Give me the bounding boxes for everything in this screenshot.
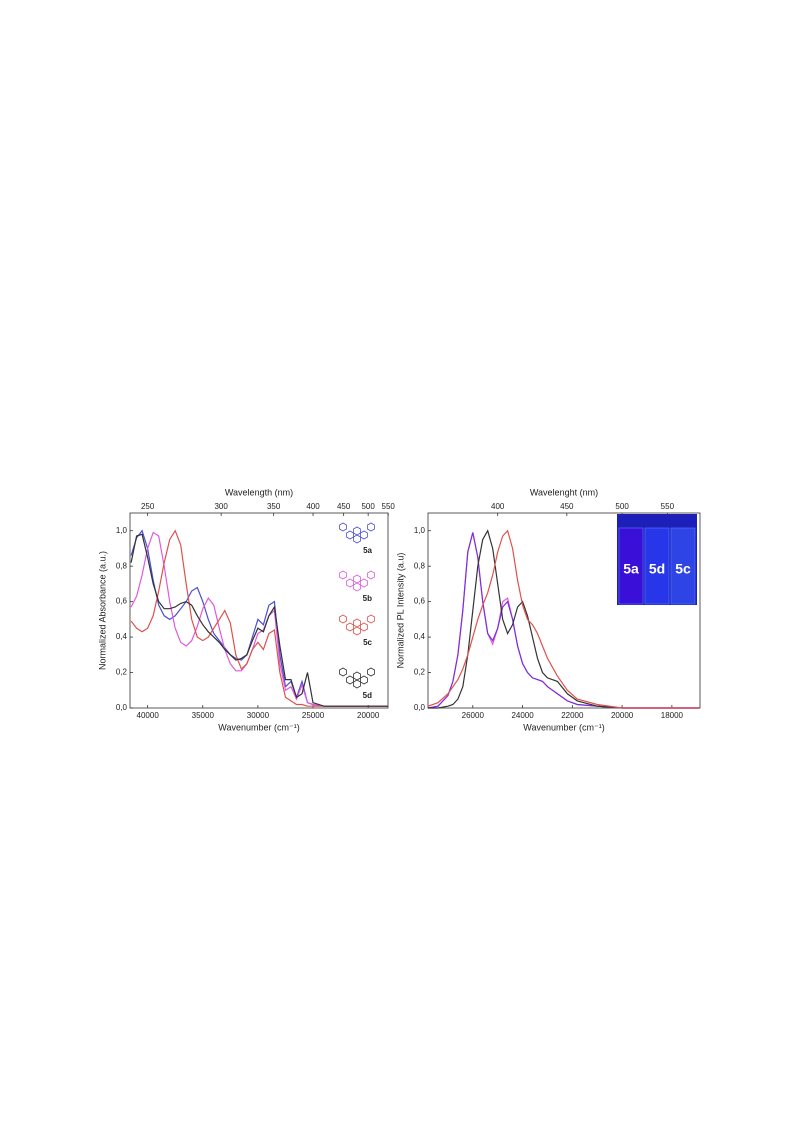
ring bbox=[346, 530, 354, 540]
series-line bbox=[130, 531, 388, 707]
series-line bbox=[130, 533, 388, 707]
ring bbox=[360, 578, 368, 588]
x2-axis-title: Wavelength (nm) bbox=[225, 487, 293, 497]
vial bbox=[644, 527, 670, 605]
x2-tick-label: 350 bbox=[267, 502, 281, 511]
x-tick-label: 26000 bbox=[462, 711, 485, 720]
y-tick-label: 0,8 bbox=[414, 561, 426, 570]
y-tick-label: 1,0 bbox=[414, 526, 426, 535]
y-tick-label: 0,2 bbox=[116, 668, 128, 677]
series-line bbox=[427, 532, 700, 709]
legend-label: 5c bbox=[363, 638, 372, 647]
ring bbox=[346, 622, 354, 632]
x-tick-label: 18000 bbox=[661, 711, 684, 720]
ring bbox=[367, 614, 375, 624]
x2-tick-label: 450 bbox=[560, 502, 574, 511]
x-tick-label: 40000 bbox=[137, 711, 160, 720]
legend-label: 5d bbox=[363, 691, 372, 700]
ring bbox=[353, 582, 361, 592]
inset-label: 5a bbox=[623, 561, 639, 577]
y-tick-label: 0,0 bbox=[116, 703, 128, 712]
ring bbox=[360, 530, 368, 540]
x-tick-label: 24000 bbox=[511, 711, 534, 720]
ring bbox=[346, 675, 354, 685]
y-tick-label: 0,0 bbox=[414, 703, 426, 712]
molecule-icon bbox=[339, 522, 375, 544]
legend-label: 5b bbox=[363, 594, 372, 603]
y-tick-label: 0,6 bbox=[414, 597, 426, 606]
series-line bbox=[130, 529, 388, 707]
x2-tick-label: 300 bbox=[214, 502, 228, 511]
y-tick-label: 0,2 bbox=[414, 668, 426, 677]
y-tick-label: 0,6 bbox=[116, 597, 128, 606]
x-axis-title: Wavenumber (cm⁻¹) bbox=[523, 722, 604, 732]
y-tick-label: 0,8 bbox=[116, 561, 128, 570]
legend-label: 5a bbox=[363, 546, 372, 555]
series-line bbox=[130, 529, 388, 707]
ring bbox=[353, 526, 361, 536]
ring bbox=[367, 522, 375, 532]
ring bbox=[346, 578, 354, 588]
ring bbox=[353, 671, 361, 681]
ring bbox=[353, 534, 361, 544]
x-tick-label: 25000 bbox=[302, 711, 325, 720]
vial bbox=[618, 527, 644, 605]
ring bbox=[353, 679, 361, 689]
ring bbox=[339, 667, 347, 677]
molecule-icon bbox=[339, 667, 375, 689]
ring bbox=[353, 618, 361, 628]
ring bbox=[367, 570, 375, 580]
x-tick-label: 35000 bbox=[192, 711, 215, 720]
plot-frame bbox=[129, 512, 389, 709]
ring bbox=[353, 574, 361, 584]
molecule-icon bbox=[339, 614, 375, 636]
inset-label: 5d bbox=[649, 561, 665, 577]
inset-label: 5c bbox=[675, 561, 691, 577]
x-tick-label: 20000 bbox=[357, 711, 380, 720]
x2-axis-title: Wavelenght (nm) bbox=[530, 487, 598, 497]
x-tick-label: 20000 bbox=[611, 711, 634, 720]
x2-tick-label: 550 bbox=[382, 502, 396, 511]
x2-tick-label: 400 bbox=[491, 502, 505, 511]
x2-tick-label: 500 bbox=[615, 502, 629, 511]
ring bbox=[339, 614, 347, 624]
x2-tick-label: 400 bbox=[306, 502, 320, 511]
y-axis-title: Normalized Absorbance (a.u.) bbox=[97, 551, 107, 670]
series-line bbox=[427, 529, 700, 709]
x-tick-label: 22000 bbox=[561, 711, 584, 720]
ring bbox=[367, 667, 375, 677]
y-tick-label: 0,4 bbox=[414, 632, 426, 641]
ring bbox=[353, 626, 361, 636]
ring bbox=[360, 622, 368, 632]
ring bbox=[339, 570, 347, 580]
ring bbox=[339, 522, 347, 532]
vial bbox=[670, 527, 696, 605]
molecule-icon bbox=[339, 570, 375, 592]
x2-tick-label: 500 bbox=[361, 502, 375, 511]
x2-tick-label: 250 bbox=[141, 502, 155, 511]
ring bbox=[360, 675, 368, 685]
x2-tick-label: 550 bbox=[661, 502, 675, 511]
x2-tick-label: 450 bbox=[337, 502, 351, 511]
y-tick-label: 1,0 bbox=[116, 526, 128, 535]
series-line bbox=[428, 529, 700, 709]
x-axis-title: Wavenumber (cm⁻¹) bbox=[218, 722, 299, 732]
x-tick-label: 30000 bbox=[247, 711, 270, 720]
y-tick-label: 0,4 bbox=[116, 632, 128, 641]
plot-frame bbox=[427, 512, 701, 709]
y-axis-title: Normalized PL Intensity (a.u) bbox=[395, 553, 405, 669]
